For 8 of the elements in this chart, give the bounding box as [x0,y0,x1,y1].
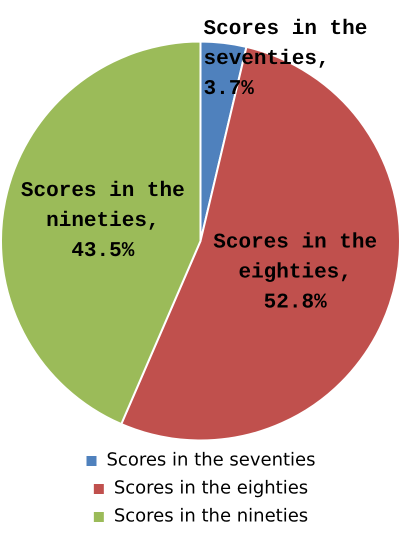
legend-label: Scores in the eighties [114,478,308,499]
category-label: Scores in the seventies, [204,18,368,71]
text: 43.5% [71,240,134,264]
category-label: Scores in the nineties, [20,180,185,234]
legend-label: Scores in the nineties [114,506,308,527]
text: 52.8% [264,292,327,315]
category-label: Scores in the eighties, [213,232,378,285]
legend-label: Scores in the seventies [106,450,316,471]
